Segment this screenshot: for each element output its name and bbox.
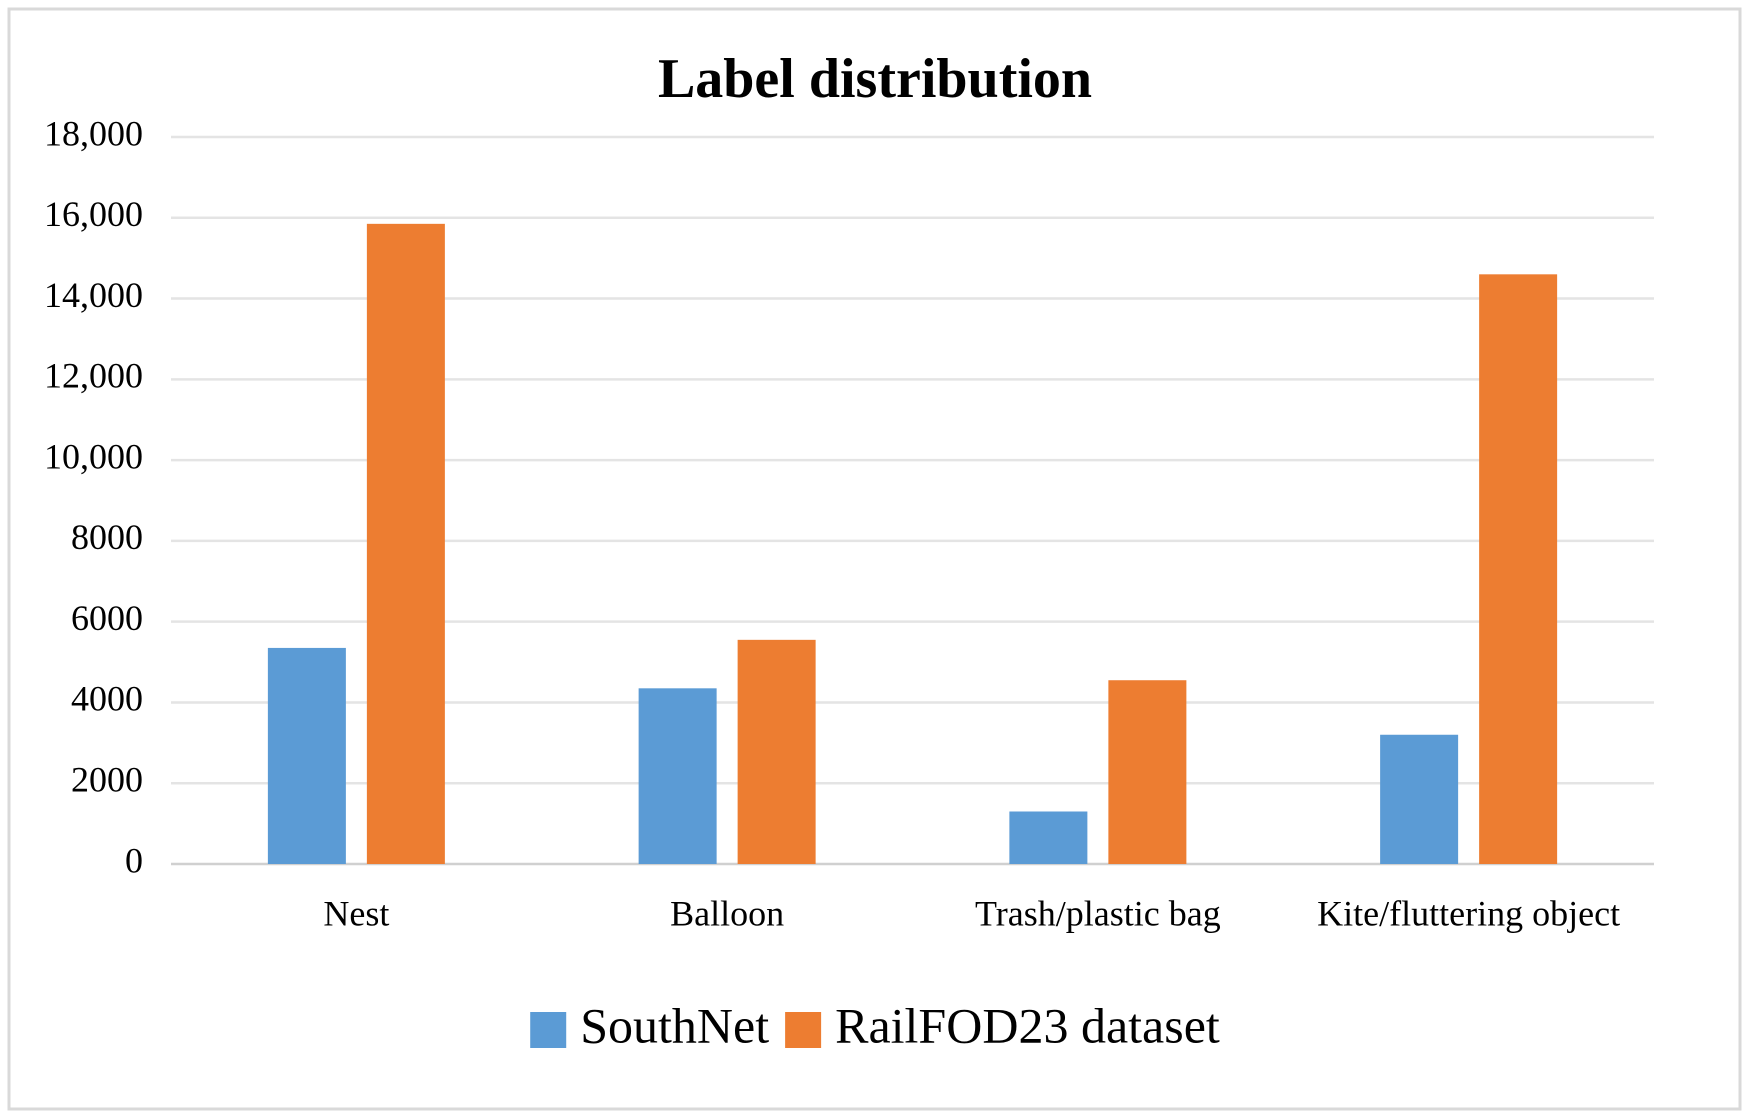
y-tick-label: 16,000 bbox=[44, 194, 143, 234]
bar bbox=[638, 688, 717, 864]
bar bbox=[267, 647, 346, 864]
bar bbox=[1479, 274, 1558, 864]
y-tick-label: 0 bbox=[125, 840, 143, 880]
legend-swatch bbox=[530, 1012, 567, 1048]
legend-swatch bbox=[785, 1012, 822, 1048]
bar bbox=[737, 639, 816, 864]
bar bbox=[366, 223, 445, 864]
chart-frame bbox=[7, 7, 1742, 1111]
x-tick-label: Balloon bbox=[670, 893, 784, 933]
y-tick-label: 2000 bbox=[71, 759, 143, 799]
y-tick-label: 12,000 bbox=[44, 356, 143, 396]
legend-label: SouthNet bbox=[580, 997, 769, 1053]
y-tick-label: 6000 bbox=[71, 598, 143, 638]
y-tick-label: 4000 bbox=[71, 679, 143, 719]
y-tick-label: 10,000 bbox=[44, 436, 143, 476]
bar bbox=[1108, 680, 1187, 864]
y-tick-label: 8000 bbox=[71, 517, 143, 557]
x-tick-label: Nest bbox=[323, 893, 389, 933]
chart-title: Label distribution bbox=[658, 48, 1092, 110]
bar bbox=[1009, 811, 1088, 864]
bar bbox=[1380, 734, 1459, 864]
y-tick-label: 14,000 bbox=[44, 275, 143, 315]
y-tick-label: 18,000 bbox=[44, 113, 143, 153]
legend-label: RailFOD23 dataset bbox=[835, 997, 1220, 1053]
x-tick-label: Trash/plastic bag bbox=[975, 893, 1221, 933]
x-tick-label: Kite/fluttering object bbox=[1317, 893, 1620, 933]
